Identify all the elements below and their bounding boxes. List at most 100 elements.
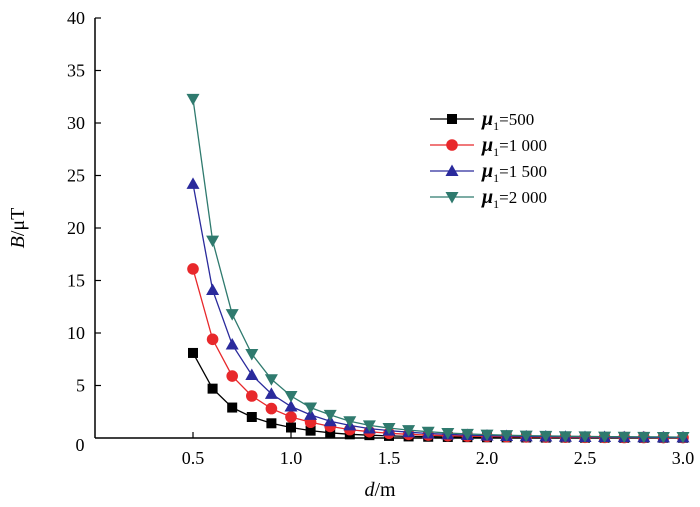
series-line xyxy=(192,183,683,439)
x-tick-label: 1.5 xyxy=(378,448,401,468)
marker-triangle-up xyxy=(284,400,298,412)
marker-triangle-down xyxy=(617,431,631,444)
y-tick-label: 10 xyxy=(67,323,85,343)
legend-subscript: 1 xyxy=(493,171,499,185)
legend-label: μ1=1 000 xyxy=(481,134,547,159)
marker-triangle-down xyxy=(225,309,239,321)
marker-triangle-down xyxy=(578,431,592,443)
marker-triangle-down xyxy=(304,402,318,415)
marker-circle xyxy=(246,390,258,402)
legend-value: =2 000 xyxy=(499,188,547,207)
legend-label: μ1=1 500 xyxy=(481,160,547,185)
legend-symbol: μ xyxy=(481,108,493,130)
legend-item-4: μ1=2 000 xyxy=(430,186,547,211)
marker-circle xyxy=(265,402,278,415)
legend-symbol: μ xyxy=(481,160,493,182)
marker-triangle-up xyxy=(186,177,200,189)
legend-subscript: 1 xyxy=(493,145,499,159)
series-line xyxy=(192,268,683,439)
marker-triangle-down xyxy=(637,431,651,444)
legend-label: μ1=500 xyxy=(481,108,534,133)
marker-circle xyxy=(206,333,219,346)
marker-square xyxy=(305,425,316,436)
y-tick-label: 20 xyxy=(67,218,85,238)
series-4 xyxy=(186,93,690,444)
marker-triangle-up xyxy=(225,338,239,350)
legend-item-1: μ1=500 xyxy=(430,108,534,133)
marker-square xyxy=(447,114,457,124)
marker-triangle-down xyxy=(362,420,376,432)
marker-triangle-down xyxy=(539,430,553,443)
marker-circle xyxy=(446,139,458,151)
marker-triangle-down xyxy=(402,425,416,437)
marker-triangle-down xyxy=(245,349,259,361)
axes xyxy=(94,18,683,439)
marker-square xyxy=(188,347,198,358)
legend-value: =1 500 xyxy=(499,162,547,181)
series-1 xyxy=(188,347,688,443)
y-axis-label: B/μT xyxy=(7,208,29,249)
marker-triangle-down xyxy=(323,409,337,422)
marker-square xyxy=(227,402,238,413)
series-layer xyxy=(186,93,690,444)
marker-circle xyxy=(187,263,199,275)
marker-triangle-up xyxy=(445,164,459,176)
y-tick-label: 25 xyxy=(67,166,85,186)
marker-triangle-down xyxy=(676,432,690,444)
marker-triangle-down xyxy=(598,431,612,444)
marker-triangle-down xyxy=(460,428,474,441)
legend-value: =500 xyxy=(499,110,534,129)
marker-triangle-down xyxy=(421,426,435,439)
x-tick-label: 0.5 xyxy=(182,448,205,468)
y-tick-label: 35 xyxy=(67,61,85,81)
legend-value: =1 000 xyxy=(499,136,547,155)
marker-square xyxy=(325,427,336,438)
x-tick-label: 1.0 xyxy=(280,448,303,468)
marker-triangle-down xyxy=(519,430,533,443)
marker-circle xyxy=(226,370,238,382)
marker-triangle-down xyxy=(441,427,455,440)
y-tick-label: 5 xyxy=(76,376,85,396)
marker-triangle-down xyxy=(558,431,572,443)
marker-triangle-down xyxy=(206,235,220,248)
x-tick-label: 2.0 xyxy=(476,448,499,468)
x-ticks: 0.5 1.0 1.5 2.0 2.5 3.0 xyxy=(182,432,695,468)
marker-triangle-down xyxy=(343,416,357,428)
y-tick-label: 15 xyxy=(67,271,85,291)
legend-label: μ1=2 000 xyxy=(481,186,547,211)
marker-triangle-up xyxy=(206,283,220,295)
x-axis-label: d/m xyxy=(364,479,396,501)
marker-square xyxy=(246,412,257,422)
marker-triangle-down xyxy=(284,391,298,403)
marker-triangle-down xyxy=(480,429,494,442)
marker-triangle-down xyxy=(186,93,200,106)
marker-square xyxy=(286,422,296,433)
origin-label: 0 xyxy=(76,435,85,455)
series-line xyxy=(192,98,684,438)
y-tick-label: 40 xyxy=(67,8,85,28)
marker-circle xyxy=(285,411,297,423)
x-tick-label: 3.0 xyxy=(672,448,695,468)
marker-triangle-up xyxy=(245,368,259,380)
marker-square xyxy=(266,418,277,429)
y-ticks: 5 10 15 20 25 30 35 40 xyxy=(67,8,101,396)
x-axis-label-unit: /m xyxy=(374,479,396,501)
legend-subscript: 1 xyxy=(493,197,499,211)
legend-subscript: 1 xyxy=(493,119,499,133)
legend-item-2: μ1=1 000 xyxy=(430,134,547,159)
marker-triangle-down xyxy=(500,430,514,442)
x-axis-label-var: d xyxy=(364,479,375,501)
y-axis-label-unit: /μT xyxy=(7,208,29,237)
series-2 xyxy=(187,263,689,444)
marker-triangle-up xyxy=(264,387,278,399)
marker-triangle-down xyxy=(445,192,459,204)
y-axis-label-var: B xyxy=(7,236,29,248)
legend-item-3: μ1=1 500 xyxy=(430,160,547,185)
marker-square xyxy=(207,383,218,394)
y-tick-label: 30 xyxy=(67,113,85,133)
marker-triangle-down xyxy=(264,374,278,386)
marker-triangle-down xyxy=(656,431,670,444)
legend-symbol: μ xyxy=(481,134,493,156)
